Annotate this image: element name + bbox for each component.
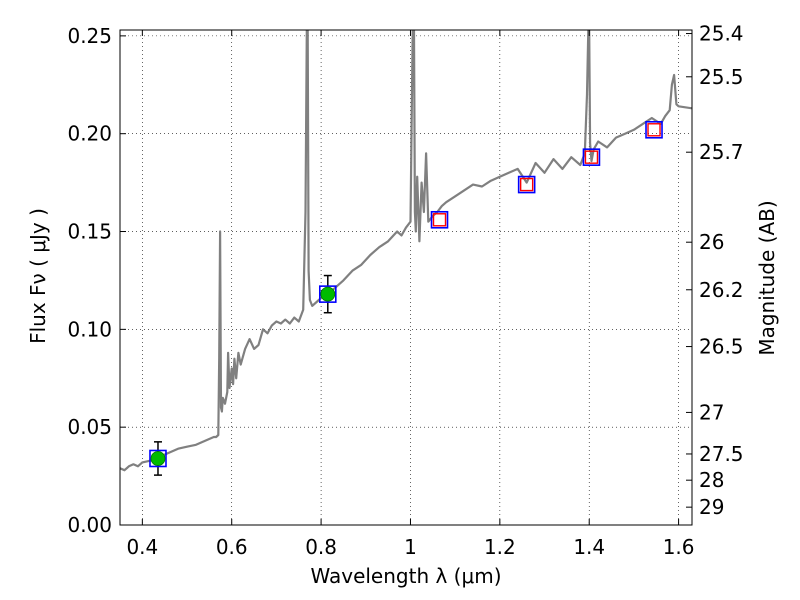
mag-tick-label: 27 — [699, 400, 724, 424]
x-tick-label: 0.6 — [216, 535, 248, 559]
model-band-square — [149, 449, 167, 468]
x-tick-label: 0.8 — [305, 535, 337, 559]
mag-tick-label: 25.4 — [699, 22, 744, 46]
observed-flux-point — [150, 451, 166, 466]
mag-tick-label: 26.5 — [699, 335, 744, 359]
mag-tick-label: 26 — [699, 230, 724, 254]
x-tick-label: 1.4 — [573, 535, 605, 559]
upper-limit-square — [647, 123, 661, 137]
model-spectrum-line — [120, 30, 692, 472]
y-tick-label: 0.20 — [67, 122, 112, 146]
upper-limit-square — [432, 213, 447, 227]
mag-tick-label: 28 — [699, 468, 724, 492]
mag-tick-label: 25.5 — [699, 65, 744, 89]
y-axis-label-left: Flux Fν ( μJy ) — [26, 208, 50, 344]
grid-lines — [120, 30, 692, 526]
model-band-square — [582, 148, 601, 166]
y-tick-label: 0.05 — [67, 415, 112, 439]
upper-limit-square — [519, 177, 534, 192]
y-tick-label: 0.00 — [67, 513, 112, 537]
y-axis-label-right: Magnitude (AB) — [755, 200, 779, 355]
mag-tick-label: 29 — [699, 495, 724, 519]
mag-tick-label: 27.5 — [699, 442, 744, 466]
x-tick-label: 1.2 — [484, 535, 516, 559]
plot-frame — [119, 29, 693, 526]
observed-flux-point — [320, 286, 336, 302]
model-band-square — [430, 210, 449, 229]
model-band-square — [517, 175, 536, 194]
mag-tick-label: 26.2 — [699, 278, 744, 302]
photometry-markers — [149, 120, 663, 476]
model-band-square — [645, 120, 663, 139]
mag-tick-label: 25.7 — [699, 140, 744, 164]
y-tick-label: 0.15 — [67, 220, 112, 244]
x-tick-label: 1.6 — [663, 535, 695, 559]
x-tick-label: 1 — [404, 535, 417, 559]
x-axis-label: Wavelength λ (μm) — [310, 564, 501, 588]
x-tick-label: 0.4 — [126, 535, 158, 559]
spectrum-path — [120, 30, 692, 472]
y-tick-label: 0.10 — [67, 317, 112, 341]
upper-limit-square — [584, 150, 599, 164]
axis-ticks: 0.4 0.6 0.8 1 1.2 1.4 1.6 0.00 0.05 0.10 0.15 0.20 0… — [67, 22, 743, 559]
model-band-square — [318, 285, 337, 303]
y-tick-label: 0.25 — [67, 24, 112, 48]
